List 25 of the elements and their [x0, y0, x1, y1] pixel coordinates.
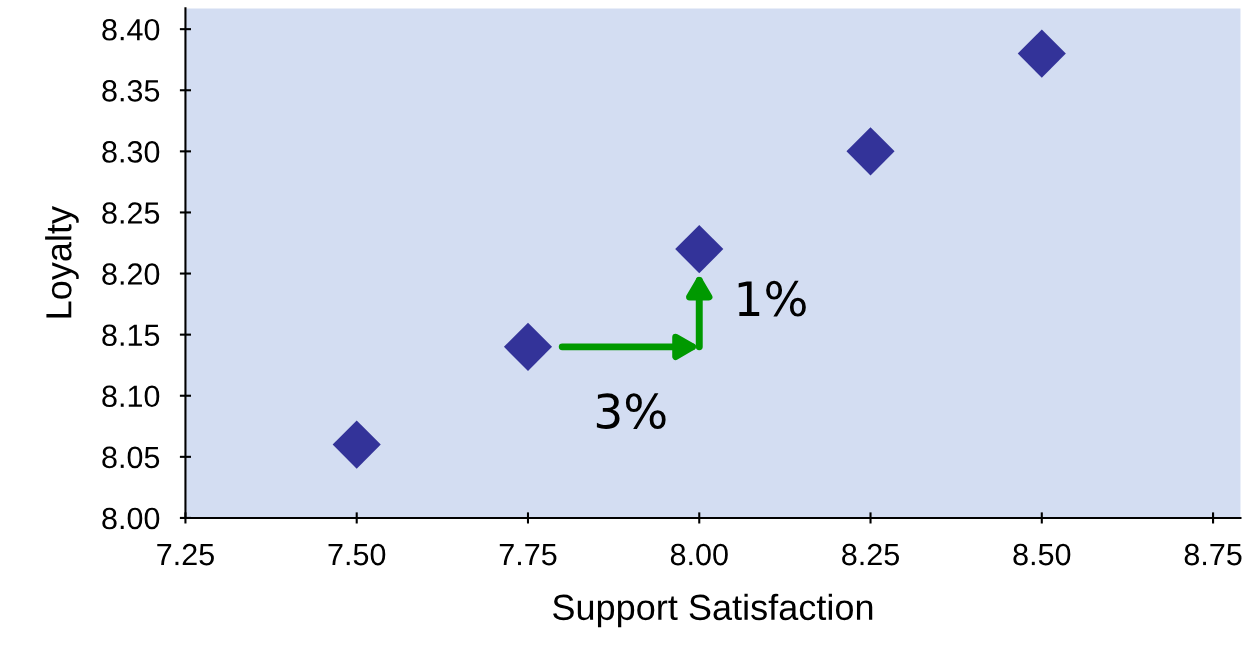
y-tick-label: 8.10 [102, 385, 160, 408]
point [1017, 29, 1066, 78]
x-tick-label: 8.50 [1013, 543, 1071, 566]
y-tick-label: 8.25 [102, 202, 160, 224]
point [846, 127, 895, 176]
point [503, 322, 553, 371]
y-axis-title: Loyalty [45, 206, 79, 318]
x-tick-label: 7.75 [499, 544, 557, 566]
x-tick-label: 7.25 [157, 543, 214, 566]
x-tick-label: 7.50 [328, 543, 386, 566]
x-tick-label: 8.00 [670, 543, 728, 566]
x-tick-label: 8.25 [842, 543, 899, 566]
y-tick-label: 8.05 [102, 446, 160, 469]
y-tick-label: 8.40 [102, 18, 160, 41]
y-tick-label: 8.20 [102, 263, 160, 285]
y-tick-label: 8.30 [102, 141, 160, 163]
point [332, 420, 381, 469]
x-axis-title: Support Satisfaction [553, 593, 873, 628]
y-tick-label: 8.00 [102, 507, 160, 530]
point [675, 225, 724, 274]
y-tick-label: 8.15 [102, 324, 160, 347]
annotation: 3% [596, 393, 666, 429]
annotation: 1% [738, 280, 806, 317]
x-tick-label: 8.75 [1184, 543, 1242, 566]
y-tick-label: 8.35 [102, 79, 160, 102]
